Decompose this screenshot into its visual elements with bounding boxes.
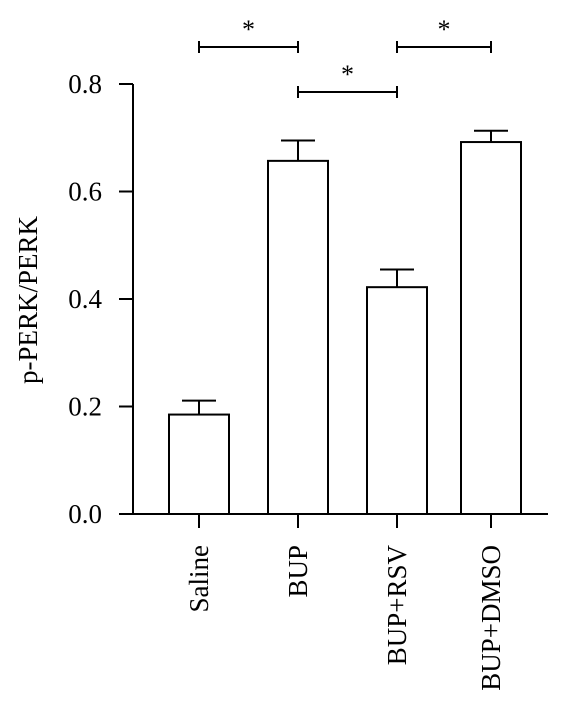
y-tick-label: 0.0: [68, 499, 102, 529]
bar: [267, 159, 329, 516]
y-axis-title: p-PERK/PERK: [13, 215, 43, 384]
significance-brackets: * * *: [198, 15, 492, 98]
significance-star: *: [242, 15, 255, 44]
y-ticks: 0.0 0.2 0.4 0.6 0.8: [68, 69, 133, 529]
significance-star: *: [438, 15, 451, 44]
significance-star: *: [341, 60, 354, 89]
y-tick-label: 0.4: [68, 284, 102, 314]
bar: [366, 286, 428, 515]
y-tick-label: 0.8: [68, 69, 102, 99]
x-tick-label: BUP+RSV: [382, 545, 412, 666]
x-tick-label: BUP+DMSO: [476, 545, 506, 691]
x-tick-label: BUP: [283, 545, 313, 598]
bar: [460, 141, 522, 516]
y-tick-label: 0.6: [68, 177, 102, 207]
bar: [168, 413, 230, 515]
x-tick-label: Saline: [184, 545, 214, 613]
x-ticks: Saline BUP BUP+RSV BUP+DMSO: [184, 514, 506, 691]
y-tick-label: 0.2: [68, 392, 102, 422]
bars: [168, 129, 522, 516]
